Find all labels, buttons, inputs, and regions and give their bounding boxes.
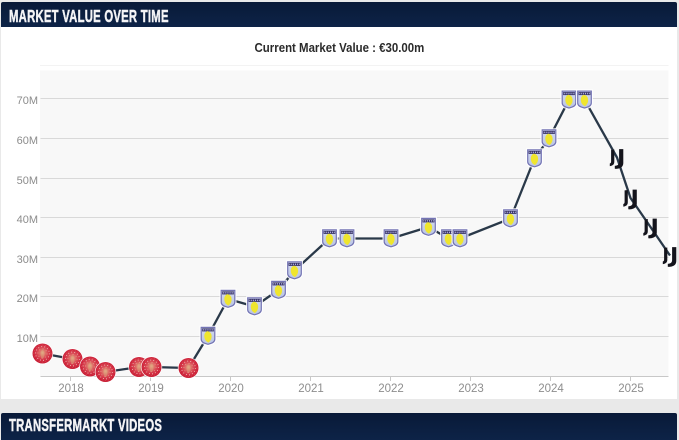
svg-text:30M: 30M bbox=[17, 254, 38, 266]
svg-text:10M: 10M bbox=[17, 333, 38, 345]
svg-text:2024: 2024 bbox=[538, 383, 564, 395]
svg-text:2019: 2019 bbox=[138, 383, 164, 395]
svg-text:2025: 2025 bbox=[618, 383, 644, 395]
svg-text:40M: 40M bbox=[17, 214, 38, 226]
svg-text:2022: 2022 bbox=[378, 383, 404, 395]
svg-text:2021: 2021 bbox=[298, 383, 324, 395]
svg-text:50M: 50M bbox=[17, 175, 38, 187]
svg-text:70M: 70M bbox=[17, 95, 38, 107]
svg-text:20M: 20M bbox=[17, 293, 38, 305]
svg-text:2018: 2018 bbox=[58, 383, 84, 395]
svg-text:2023: 2023 bbox=[458, 383, 484, 395]
svg-text:2020: 2020 bbox=[218, 383, 244, 395]
svg-text:60M: 60M bbox=[17, 135, 38, 147]
